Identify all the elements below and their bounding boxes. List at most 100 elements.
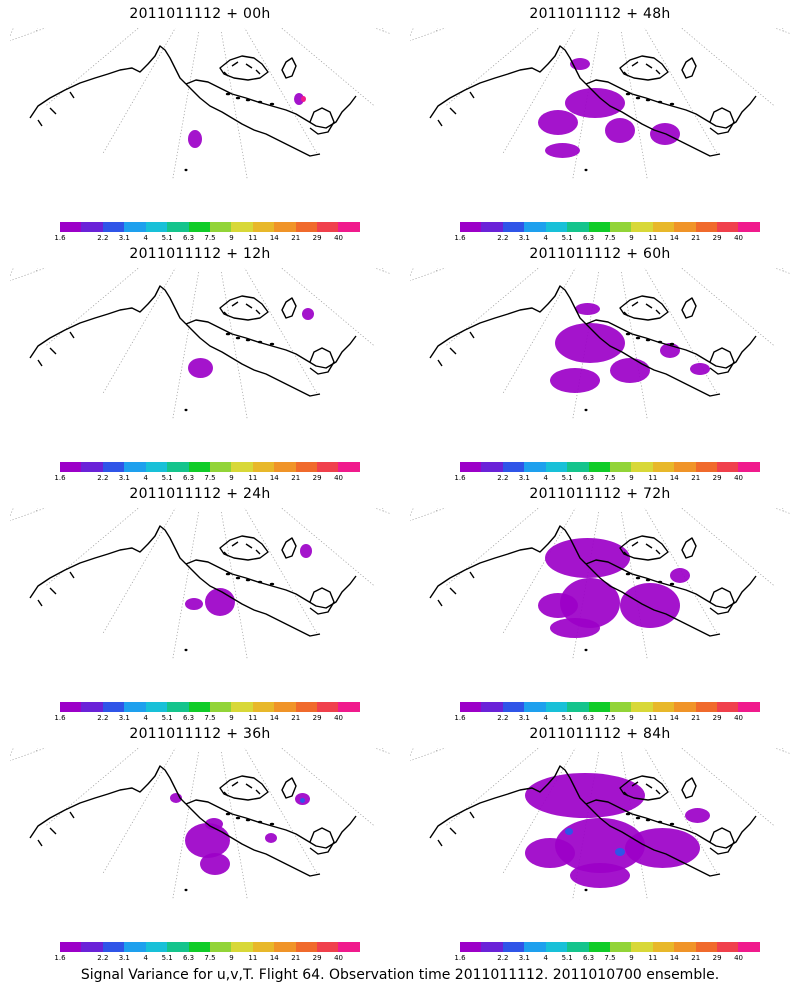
colorbar: [60, 942, 360, 952]
colorbar-tick-label: 1.6: [454, 714, 466, 722]
figure-caption: Signal Variance for u,v,T. Flight 64. Ob…: [80, 967, 720, 983]
colorbar-swatch: [317, 462, 339, 472]
map-panel: 2011011112 + 00h 1.6 2.2 3.1 4 5.1 6.3 7.5 9 11 14…: [0, 0, 400, 242]
colorbar-tick-label: 6.3: [182, 714, 195, 722]
colorbar-swatch: [81, 702, 103, 712]
colorbar-swatch: [695, 222, 718, 232]
colorbar-swatch: [502, 942, 525, 952]
colorbar: [460, 222, 760, 232]
colorbar-swatch: [460, 942, 482, 952]
variance-patch: [575, 303, 600, 315]
polar-map: [10, 748, 390, 900]
colorbar-swatch: [545, 942, 568, 952]
colorbar-tick-label: 29: [712, 714, 722, 722]
colorbar-tick-label: 4: [143, 714, 148, 722]
colorbar-swatch: [588, 462, 610, 472]
colorbar-tick-label: 7.5: [604, 954, 616, 962]
variance-patch: [185, 823, 230, 858]
aleutian-islands: [225, 92, 275, 106]
panel-title: 2011011112 + 48h: [529, 6, 671, 22]
colorbar-tick-label: 2.2: [497, 714, 509, 722]
colorbar-swatch: [588, 942, 610, 952]
colorbar-swatch: [338, 702, 360, 712]
colorbar-tick-label: 14: [669, 954, 679, 962]
colorbar-swatch: [81, 462, 103, 472]
aleutian-islands: [225, 332, 275, 346]
variance-patch: [200, 853, 230, 875]
variance-patch: [300, 544, 312, 558]
colorbar-tick-label: 1.6: [54, 954, 66, 962]
colorbar-swatch: [674, 702, 696, 712]
variance-patch: [670, 568, 690, 583]
variance-field: [538, 58, 680, 158]
colorbar-tick-label: 5.1: [161, 714, 173, 722]
colorbar-swatch: [524, 462, 546, 472]
polar-map: [10, 28, 390, 180]
colorbar-tick-label: 14: [269, 954, 279, 962]
colorbar-tick-label: 3.1: [118, 714, 130, 722]
colorbar-tick-label: 6.3: [582, 954, 595, 962]
colorbar-swatch: [502, 462, 525, 472]
variance-patch: [205, 588, 235, 616]
panel-title: 2011011112 + 36h: [129, 726, 271, 742]
polar-map: [410, 748, 790, 900]
colorbar-swatch: [209, 942, 232, 952]
variance-patch: [560, 578, 620, 628]
map-panel: 2011011112 + 12h 1.6 2.2 3.1 4 5.1 6.3 7.5 9 11 14…: [0, 240, 400, 482]
panel-title: 2011011112 + 00h: [129, 6, 271, 22]
variance-patch: [188, 358, 213, 378]
colorbar-tick-label: 9: [229, 714, 234, 722]
colorbar-tick-label: 9: [629, 954, 634, 962]
colorbar-tick-label: 7.5: [604, 234, 616, 242]
colorbar-tick-label: 3.1: [518, 474, 530, 482]
variance-patch: [610, 358, 650, 383]
colorbar-tick-label: 7.5: [604, 714, 616, 722]
colorbar-tick-label: 2.2: [97, 954, 109, 962]
colorbar-swatch: [145, 942, 168, 952]
colorbar-swatch: [167, 222, 189, 232]
variance-patch: [570, 863, 630, 888]
colorbar-swatch: [231, 222, 253, 232]
colorbar-swatch: [124, 942, 146, 952]
colorbar-swatch: [81, 222, 103, 232]
aleutian-islands: [625, 332, 675, 346]
colorbar-tick-label: 2.2: [497, 474, 509, 482]
variance-patch: [188, 130, 202, 148]
colorbar-tick-label: 2.2: [97, 714, 109, 722]
colorbar-labels: 1.6 2.2 3.1 4 5.1 6.3 7.5 9 11 14 21 29 40: [48, 474, 372, 484]
colorbar-swatch: [124, 702, 146, 712]
colorbar: [60, 222, 360, 232]
colorbar-swatch: [481, 702, 503, 712]
colorbar-tick-label: 7.5: [204, 954, 216, 962]
colorbar-swatch: [60, 942, 82, 952]
aleutian-islands: [625, 812, 675, 826]
colorbar-tick-label: 1.6: [454, 954, 466, 962]
variance-patch-high: [565, 828, 573, 835]
colorbar-tick-label: 4: [143, 954, 148, 962]
colorbar-tick-label: 9: [629, 714, 634, 722]
coastlines: [29, 765, 357, 877]
panel-title: 2011011112 + 84h: [529, 726, 671, 742]
colorbar-tick-label: 11: [648, 474, 658, 482]
colorbar-labels: 1.6 2.2 3.1 4 5.1 6.3 7.5 9 11 14 21 29 40: [48, 714, 372, 724]
variance-patch: [525, 773, 645, 818]
colorbar-swatch: [738, 222, 760, 232]
colorbar-swatch: [609, 942, 632, 952]
coastlines: [429, 285, 757, 397]
colorbar-swatch: [545, 222, 568, 232]
colorbar-swatch: [81, 942, 103, 952]
colorbar-tick-label: 1.6: [54, 714, 66, 722]
colorbar-swatch: [274, 702, 296, 712]
colorbar-swatch: [674, 462, 696, 472]
colorbar-swatch: [102, 462, 125, 472]
panel-title: 2011011112 + 72h: [529, 486, 671, 502]
colorbar-labels: 1.6 2.2 3.1 4 5.1 6.3 7.5 9 11 14 21 29 40: [448, 474, 772, 484]
variance-patch: [525, 838, 575, 868]
colorbar-tick-label: 2.2: [497, 954, 509, 962]
colorbar: [60, 702, 360, 712]
colorbar-tick-label: 14: [669, 714, 679, 722]
colorbar-tick-label: 21: [291, 714, 301, 722]
colorbar-tick-label: 3.1: [518, 714, 530, 722]
colorbar-tick-label: 21: [691, 234, 701, 242]
colorbar-swatch: [460, 702, 482, 712]
